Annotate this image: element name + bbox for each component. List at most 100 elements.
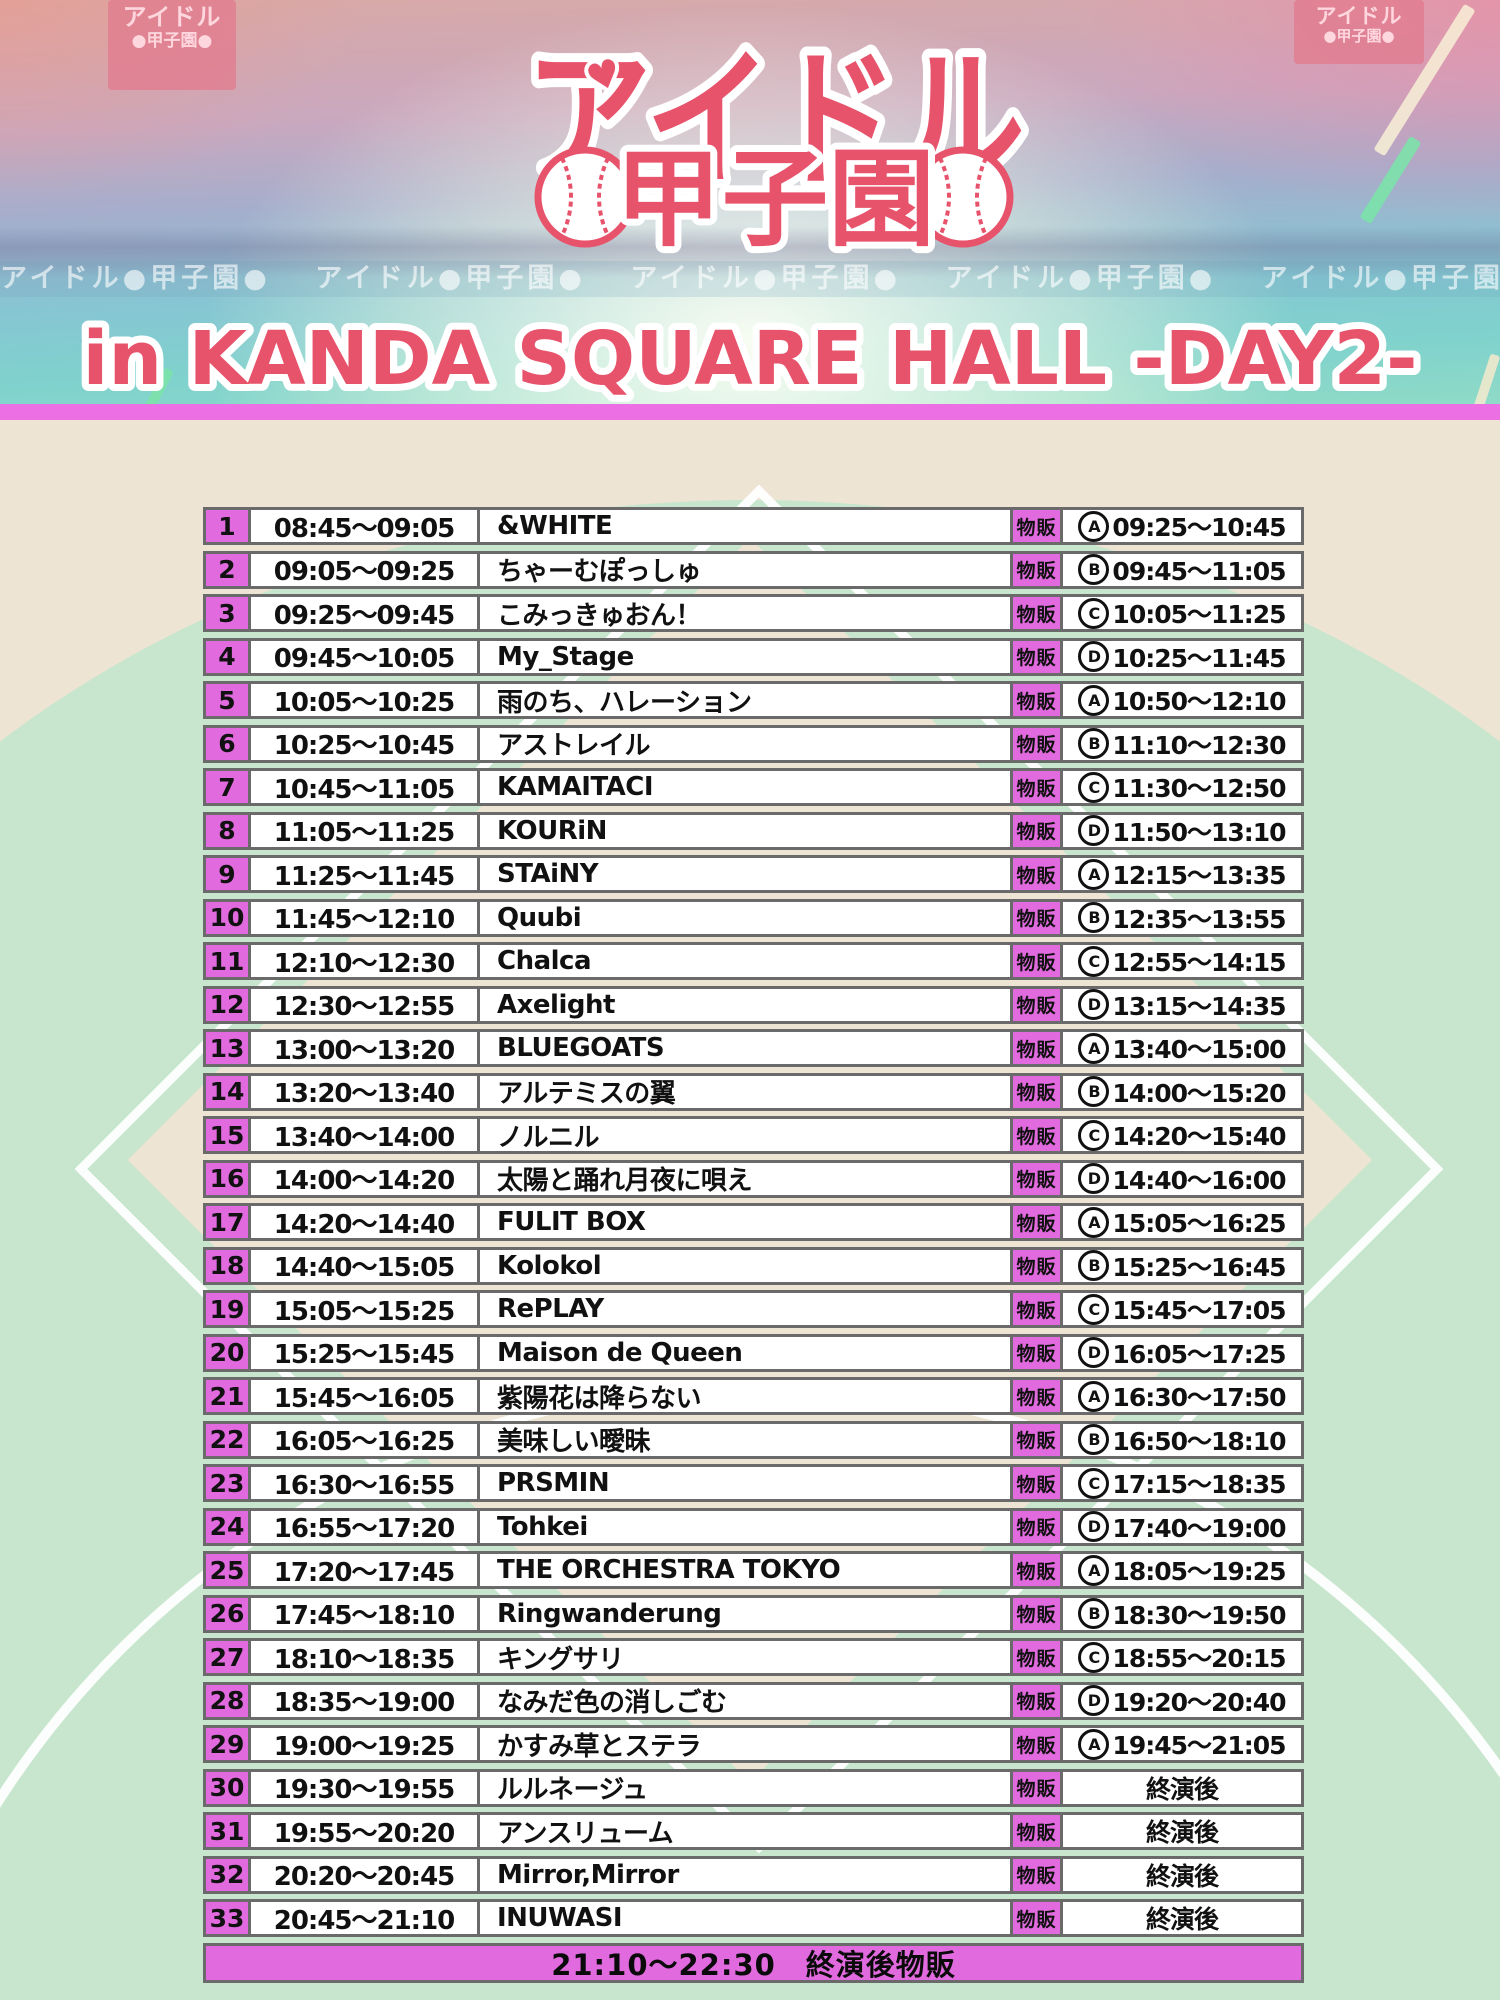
performance-time: 13:20〜13:40 <box>248 1075 477 1109</box>
merch-label: 物販 <box>1010 988 1063 1021</box>
merch-label: 物販 <box>1010 1597 1063 1630</box>
row-number: 24 <box>206 1510 248 1543</box>
performance-time: 15:05〜15:25 <box>248 1293 477 1327</box>
artist-name: STAiNY <box>477 858 1010 890</box>
merch-label: 物販 <box>1010 553 1063 586</box>
row-number: 7 <box>206 771 248 803</box>
merch-time-text: 11:50〜13:10 <box>1112 817 1286 847</box>
merch-time: D 19:20〜20:40 <box>1063 1685 1301 1717</box>
performance-time: 10:25〜10:45 <box>248 727 477 761</box>
artist-name: アルテミスの翼 <box>477 1075 1010 1108</box>
corner-logo-left-line1: アイドル <box>122 3 222 31</box>
merch-label: 物販 <box>1010 1206 1063 1238</box>
merch-label: 物販 <box>1010 1641 1063 1673</box>
table-row: 26 17:45〜18:10 Ringwanderung 物販 B 18:30〜19:50 <box>203 1594 1304 1633</box>
performance-time: 20:45〜21:10 <box>248 1902 477 1936</box>
row-number: 17 <box>206 1206 248 1238</box>
merch-time: D 16:05〜17:25 <box>1063 1337 1301 1369</box>
merch-label: 物販 <box>1010 510 1063 542</box>
artist-name: かすみ草とステラ <box>477 1728 1010 1760</box>
merch-time-text: 終演後 <box>1145 1818 1219 1847</box>
merch-time: B 18:30〜19:50 <box>1063 1598 1301 1630</box>
row-number: 13 <box>206 1032 248 1064</box>
artist-name: 紫陽花は降らない <box>477 1380 1010 1412</box>
merch-slot-letter-icon: B <box>1078 902 1110 933</box>
row-number: 23 <box>206 1467 248 1499</box>
table-row: 10 11:45〜12:10 Quubi 物販 B 12:35〜13:55 <box>203 898 1304 937</box>
performance-time: 17:20〜17:45 <box>248 1554 477 1588</box>
table-row: 6 10:25〜10:45 アストレイル 物販 B 11:10〜12:30 <box>203 724 1304 763</box>
artist-name: Ringwanderung <box>477 1597 1010 1630</box>
timetable: 1 08:45〜09:05 &WHITE 物販 A 09:25〜10:45 2 09:05〜0… <box>203 507 1304 1983</box>
merch-label: 物販 <box>1010 771 1063 803</box>
event-logo: アイドル ♥ 甲子園 in KANDA SQUARE HALL -DAY2- <box>76 25 1425 409</box>
merch-slot-letter-icon: C <box>1078 1293 1110 1325</box>
merch-time-text: 14:40〜16:00 <box>1112 1165 1286 1195</box>
merch-label: 物販 <box>1010 727 1063 760</box>
artist-name: THE ORCHESTRA TOKYO <box>477 1554 1010 1586</box>
table-row: 28 18:35〜19:00 なみだ色の消しごむ 物販 D 19:20〜20:40 <box>203 1681 1304 1720</box>
merch-time-text: 16:50〜18:10 <box>1112 1426 1286 1456</box>
row-number: 2 <box>206 553 248 586</box>
merch-slot-letter-icon: C <box>1078 1119 1110 1151</box>
artist-name: PRSMIN <box>477 1467 1010 1499</box>
merch-time: A 12:15〜13:35 <box>1063 858 1301 890</box>
merch-time-text: 10:25〜11:45 <box>1112 643 1286 673</box>
row-number: 31 <box>206 1815 248 1847</box>
artist-name: キングサリ <box>477 1641 1010 1673</box>
merch-time-text: 12:35〜13:55 <box>1112 904 1286 934</box>
performance-time: 11:05〜11:25 <box>248 814 477 848</box>
row-number: 6 <box>206 727 248 760</box>
performance-time: 13:00〜13:20 <box>248 1032 477 1066</box>
artist-name: BLUEGOATS <box>477 1032 1010 1064</box>
table-row: 9 11:25〜11:45 STAiNY 物販 A 12:15〜13:35 <box>203 855 1304 893</box>
merch-label: 物販 <box>1010 945 1063 977</box>
performance-time: 16:55〜17:20 <box>248 1510 477 1544</box>
row-number: 14 <box>206 1075 248 1108</box>
table-row: 4 09:45〜10:05 My_Stage 物販 D 10:25〜11:45 <box>203 637 1304 676</box>
merch-slot-letter-icon: D <box>1078 1685 1110 1716</box>
merch-label: 物販 <box>1010 858 1063 890</box>
logo-kanji-text: 甲子園 <box>615 138 935 261</box>
merch-slot-letter-icon: A <box>1078 1554 1110 1586</box>
merch-slot-letter-icon: C <box>1078 945 1110 977</box>
artist-name: Maison de Queen <box>477 1336 1010 1369</box>
merch-slot-letter-icon: B <box>1078 1250 1110 1281</box>
performance-time: 09:45〜10:05 <box>248 640 477 674</box>
merch-time-text: 09:45〜11:05 <box>1112 556 1286 586</box>
merch-time: D 13:15〜14:35 <box>1063 989 1301 1021</box>
merch-label: 物販 <box>1010 597 1063 629</box>
artist-name: Chalca <box>477 945 1010 977</box>
row-number: 10 <box>206 901 248 934</box>
row-number: 32 <box>206 1858 248 1891</box>
merch-time-text: 終演後 <box>1145 1905 1219 1934</box>
merch-slot-letter-icon: C <box>1078 1641 1110 1673</box>
merch-label: 物販 <box>1010 1119 1063 1151</box>
merch-time: C 14:20〜15:40 <box>1063 1119 1301 1151</box>
merch-time: A 10:50〜12:10 <box>1063 684 1301 716</box>
merch-time: A 16:30〜17:50 <box>1063 1380 1301 1412</box>
performance-time: 16:30〜16:55 <box>248 1467 477 1501</box>
merch-time: A 15:05〜16:25 <box>1063 1206 1301 1238</box>
merch-time: B 16:50〜18:10 <box>1063 1424 1301 1456</box>
merch-label: 物販 <box>1010 901 1063 934</box>
table-row: 7 10:45〜11:05 KAMAITACI 物販 C 11:30〜12:50 <box>203 768 1304 806</box>
merch-label: 物販 <box>1010 814 1063 847</box>
merch-time-text: 10:05〜11:25 <box>1112 600 1286 629</box>
performance-time: 16:05〜16:25 <box>248 1423 477 1457</box>
performance-time: 12:30〜12:55 <box>248 988 477 1022</box>
corner-logo-left-line2: ●甲子園● <box>131 30 213 51</box>
table-row: 19 15:05〜15:25 RePLAY 物販 C 15:45〜17:05 <box>203 1290 1304 1328</box>
merch-time-text: 終演後 <box>1145 1774 1219 1804</box>
table-row: 3 09:25〜09:45 こみっきゅおん！ 物販 C 10:05〜11:25 <box>203 594 1304 632</box>
merch-time-text: 15:25〜16:45 <box>1112 1252 1286 1282</box>
table-row: 5 10:05〜10:25 雨のち、ハレーション 物販 A 10:50〜12:10 <box>203 681 1304 719</box>
performance-time: 18:35〜19:00 <box>248 1684 477 1718</box>
merch-time: C 18:55〜20:15 <box>1063 1641 1301 1673</box>
row-number: 5 <box>206 684 248 716</box>
merch-time-text: 17:15〜18:35 <box>1112 1470 1286 1499</box>
table-row: 27 18:10〜18:35 キングサリ 物販 C 18:55〜20:15 <box>203 1638 1304 1676</box>
merch-time: 終演後 <box>1063 1815 1301 1847</box>
merch-slot-letter-icon: D <box>1078 815 1110 846</box>
